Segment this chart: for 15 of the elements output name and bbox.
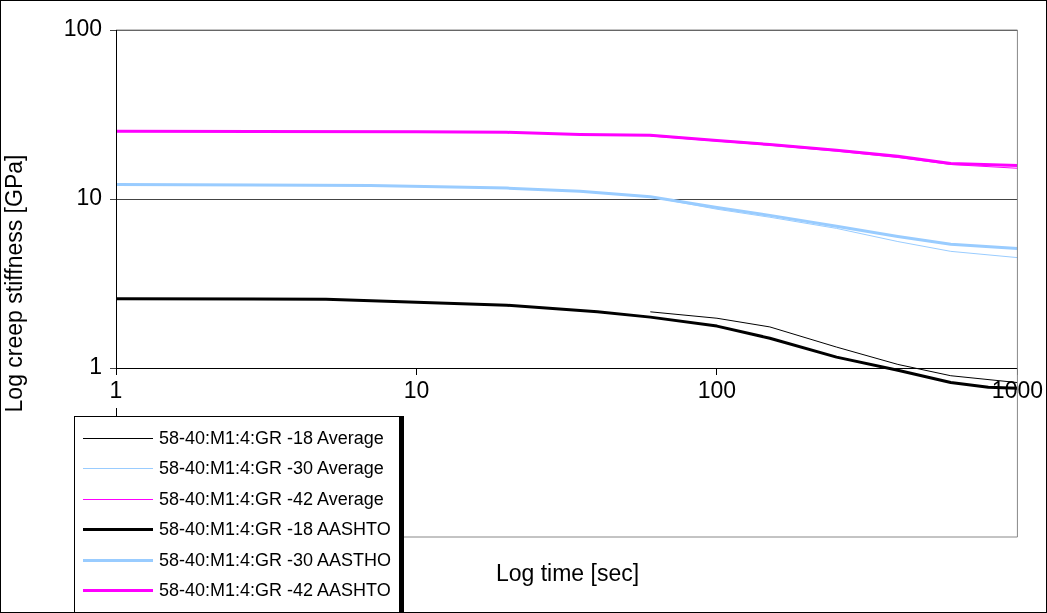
x-tick-label: 100	[697, 377, 737, 404]
y-tick-label: 1	[89, 353, 102, 380]
y-tick-label: 10	[76, 184, 102, 211]
x-tick-label: 1	[109, 377, 123, 404]
x-axis-title: Log time [sec]	[495, 560, 640, 586]
legend-label: 58-40:M1:4:GR -42 Average	[159, 488, 384, 510]
legend-label: 58-40:M1:4:GR -30 AASTHO	[159, 549, 392, 571]
y-tick-label: 100	[63, 15, 102, 42]
x-tick-label: 1000	[991, 377, 1043, 404]
legend-label: 58-40:M1:4:GR -18 Average	[159, 427, 384, 449]
legend-label: 58-40:M1:4:GR -30 Average	[159, 458, 384, 480]
legend-label: 58-40:M1:4:GR -18 AASHTO	[159, 519, 391, 541]
legend-label: 58-40:M1:4:GR -42 AASHTO	[159, 580, 391, 602]
y-axis-title: Log creep stiffness [GPa]	[1, 154, 28, 413]
x-tick-label: 10	[403, 377, 430, 404]
